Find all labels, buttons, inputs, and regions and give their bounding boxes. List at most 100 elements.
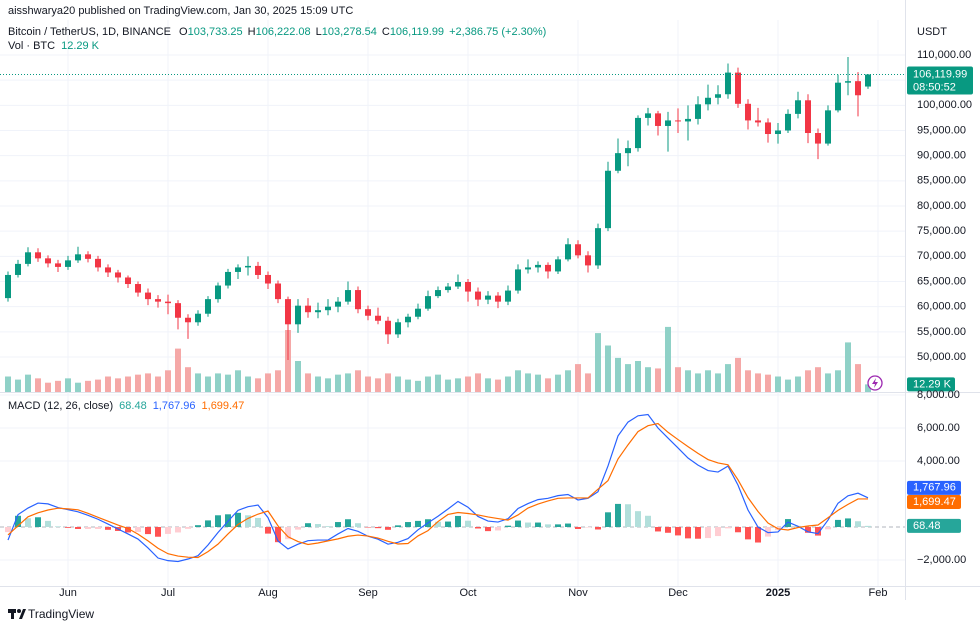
candle-body: [735, 72, 741, 104]
candle-body: [435, 290, 441, 297]
candle-body: [645, 113, 651, 118]
volume-bar: [5, 376, 11, 392]
legend-text: 1,767.96: [153, 400, 196, 412]
volume-bar: [325, 378, 331, 392]
last-price-tag: [907, 66, 973, 95]
candle-body: [755, 120, 761, 123]
x-tick-label: Dec: [668, 587, 688, 599]
macd-tag-label: 68.48: [913, 520, 941, 532]
volume-bar: [315, 376, 321, 392]
volume-bar: [665, 326, 671, 392]
volume-bar: [95, 379, 101, 392]
volume-bar: [255, 378, 261, 392]
volume-bar: [35, 378, 41, 392]
volume-bar: [205, 376, 211, 392]
volume-bar: [505, 376, 511, 392]
volume-bar: [615, 357, 621, 392]
y-tick-label: 60,000.00: [917, 301, 966, 313]
volume-bar: [495, 379, 501, 392]
legend-text: Vol · BTC: [8, 40, 55, 52]
y-tick-label: 70,000.00: [917, 250, 966, 262]
histogram-bar: [385, 527, 391, 530]
x-tick-label: Jul: [161, 587, 175, 599]
volume-bar: [565, 370, 571, 392]
histogram-bar: [505, 525, 511, 528]
candle-body: [845, 81, 851, 83]
histogram-bar: [265, 527, 271, 534]
volume-bar: [625, 364, 631, 392]
histogram-bar: [415, 520, 421, 528]
candle-body: [55, 263, 61, 267]
candle-body: [285, 299, 291, 325]
candle-body: [445, 286, 451, 291]
candle-body: [835, 82, 841, 111]
candle-body: [605, 170, 611, 229]
histogram-bar: [405, 522, 411, 528]
volume-bar: [355, 370, 361, 392]
histogram-bar: [725, 527, 731, 529]
volume-bar: [345, 373, 351, 392]
volume-bar: [145, 373, 151, 392]
volume-bar: [655, 368, 661, 392]
legend-text: 68.48: [119, 400, 147, 412]
histogram-bar: [645, 515, 651, 528]
volume-bar: [335, 374, 341, 392]
y-tick-label: 90,000.00: [917, 150, 966, 162]
x-tick-label: Oct: [459, 587, 476, 599]
volume-bar: [305, 373, 311, 392]
legend-text: L: [316, 26, 322, 38]
candle-body: [855, 81, 861, 96]
last-price-label: 106,119.99: [913, 68, 967, 80]
volume-bar: [715, 373, 721, 392]
histogram-bar: [335, 522, 341, 528]
candle-body: [25, 252, 31, 264]
candle-body: [665, 120, 671, 126]
histogram-bar: [765, 527, 771, 537]
histogram-bar: [435, 521, 441, 528]
volume-bar: [135, 374, 141, 392]
volume-bar: [575, 364, 581, 392]
legend-text: 106,222.08: [256, 26, 311, 38]
histogram-bar: [455, 515, 461, 528]
histogram-bar: [785, 519, 791, 528]
histogram-bar: [825, 527, 831, 530]
histogram-bar: [35, 517, 41, 528]
macd-legend: MACD (12, 26, close) 68.48 1,767.96 1,699.4…: [8, 400, 244, 412]
histogram-bar: [745, 527, 751, 540]
candle-body: [425, 296, 431, 309]
candle-body: [75, 254, 81, 261]
volume-bar: [705, 370, 711, 392]
grid: [0, 20, 905, 586]
x-tick-label: Nov: [568, 587, 588, 599]
candle-body: [635, 117, 641, 149]
y-tick-label: 8,000.00: [917, 389, 960, 401]
y-tick-label: 95,000.00: [917, 124, 966, 136]
plot-area: [0, 56, 905, 563]
volume-bar: [105, 376, 111, 392]
volume-bar: [125, 376, 131, 392]
volume-bar: [865, 384, 871, 392]
histogram-bar: [215, 515, 221, 528]
histogram-bar: [155, 527, 161, 537]
candle-body: [165, 301, 171, 304]
y-tick-label: 50,000.00: [917, 351, 966, 363]
histogram-bar: [575, 527, 581, 529]
candle-body: [175, 303, 181, 318]
volume-bar: [525, 373, 531, 392]
histogram-bar: [755, 527, 761, 543]
candle-body: [745, 103, 751, 121]
candle-body: [785, 113, 791, 131]
volume-bar: [115, 378, 121, 392]
legend-text: O: [179, 26, 188, 38]
candle-body: [15, 263, 21, 275]
candle-body: [495, 295, 501, 302]
candle-body: [225, 271, 231, 286]
candle-body: [825, 110, 831, 144]
candle-body: [765, 122, 771, 135]
histogram-bar: [665, 527, 671, 533]
volume-bar: [475, 373, 481, 392]
legend-text: 103,278.54: [322, 26, 377, 38]
histogram-bar: [605, 512, 611, 528]
histogram-bar: [5, 527, 11, 533]
